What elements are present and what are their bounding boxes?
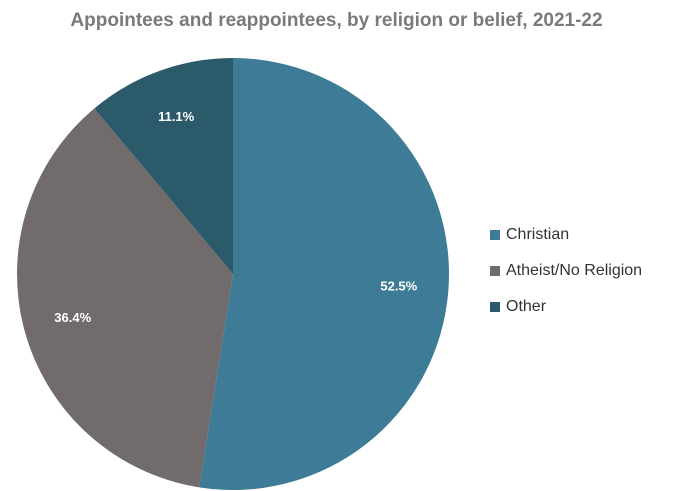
legend: Christian Atheist/No Religion Other [490, 217, 670, 325]
legend-swatch [490, 230, 500, 240]
legend-item: Atheist/No Religion [490, 253, 670, 289]
pie-slice-other [94, 58, 233, 274]
pie-slice-christian [199, 58, 450, 490]
pie-slice-atheist-no-religion [17, 108, 233, 488]
legend-label: Atheist/No Religion [506, 262, 643, 279]
slice-label-other: 11.1% [158, 109, 195, 124]
slice-label-christian: 52.5% [380, 278, 417, 293]
legend-label: Christian [506, 226, 570, 243]
legend-swatch [490, 266, 500, 276]
legend-item: Other [490, 289, 670, 325]
slice-label-atheist-no-religion: 36.4% [54, 310, 91, 325]
chart-title: Appointees and reappointees, by religion… [70, 10, 603, 31]
legend-swatch [490, 302, 500, 312]
legend-item: Christian [490, 217, 670, 253]
legend-label: Other [506, 298, 547, 315]
